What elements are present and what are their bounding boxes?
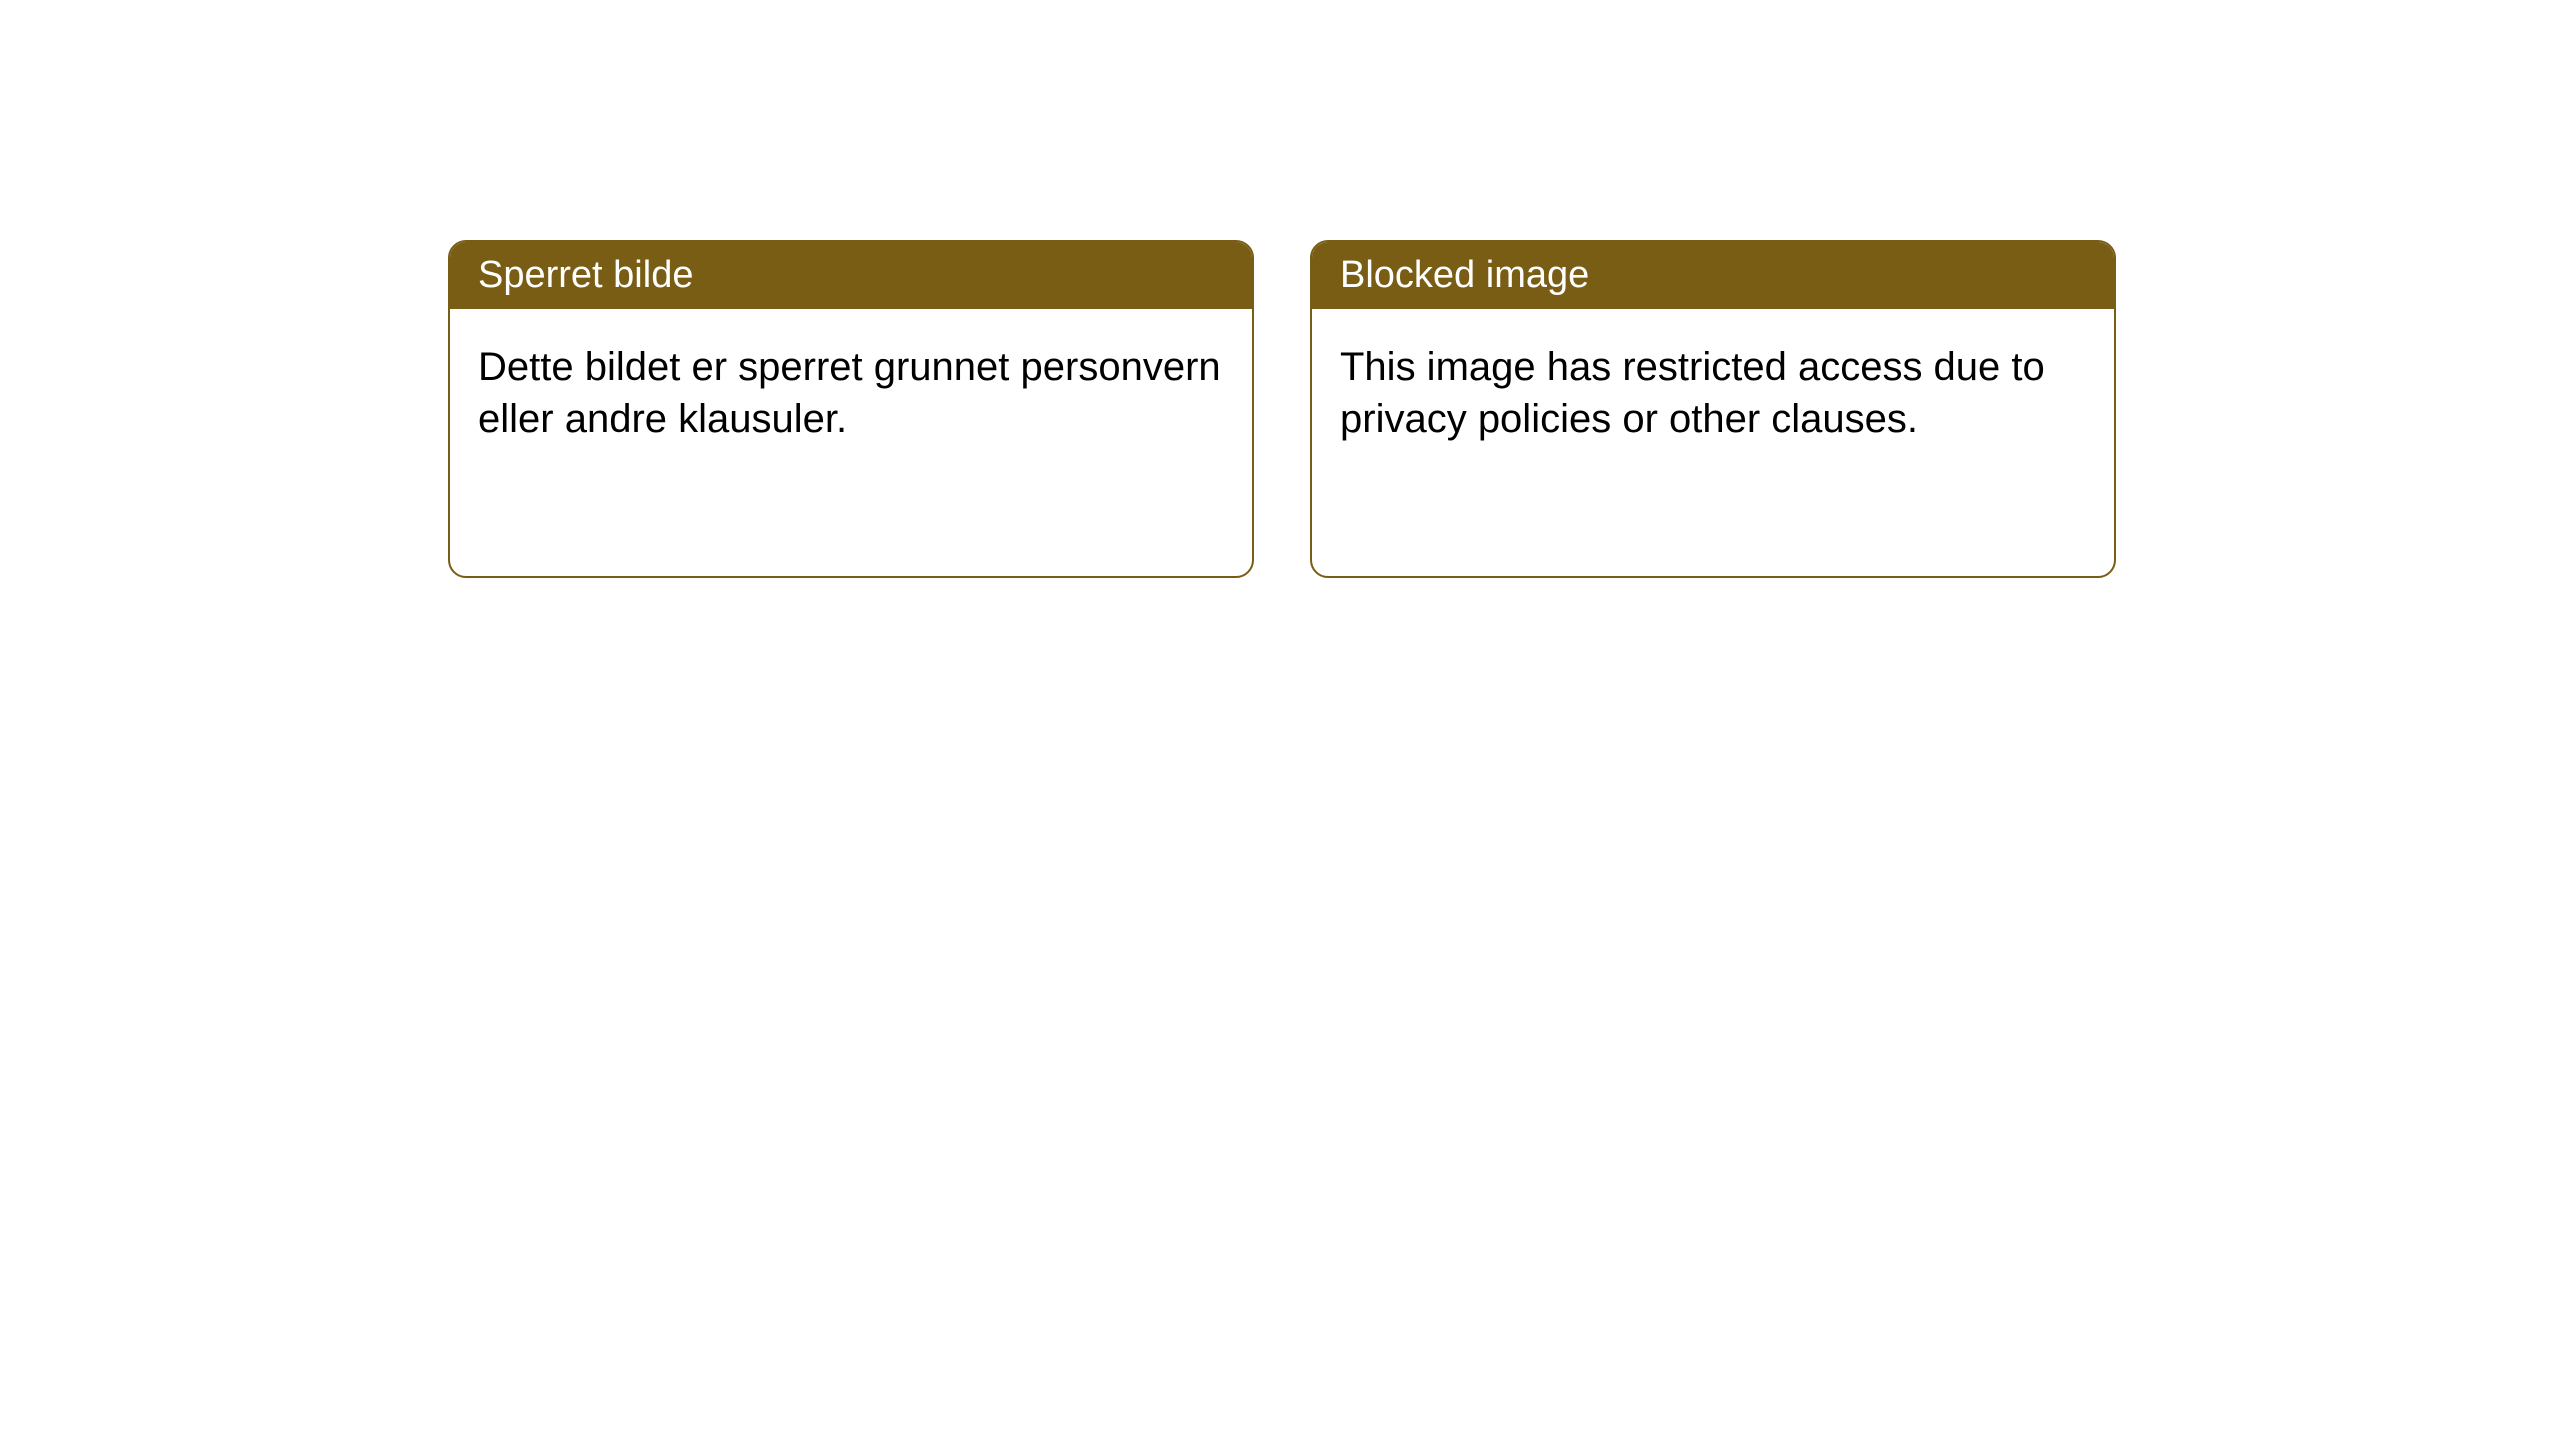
- card-norwegian: Sperret bilde Dette bildet er sperret gr…: [448, 240, 1254, 578]
- card-body-norwegian: Dette bildet er sperret grunnet personve…: [450, 309, 1252, 477]
- card-header-norwegian: Sperret bilde: [450, 242, 1252, 309]
- card-header-english: Blocked image: [1312, 242, 2114, 309]
- cards-container: Sperret bilde Dette bildet er sperret gr…: [448, 240, 2116, 578]
- card-english: Blocked image This image has restricted …: [1310, 240, 2116, 578]
- card-body-english: This image has restricted access due to …: [1312, 309, 2114, 477]
